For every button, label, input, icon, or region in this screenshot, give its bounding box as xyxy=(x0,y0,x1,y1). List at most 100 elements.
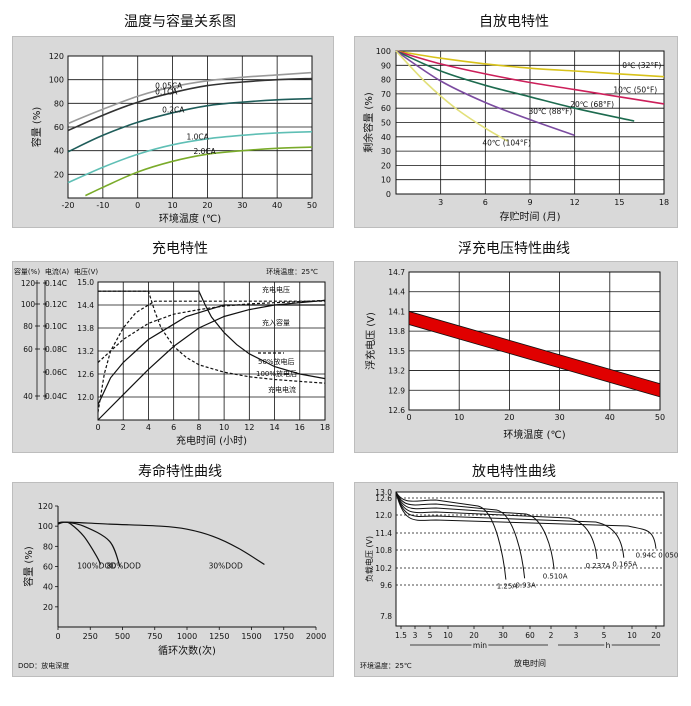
y-tick-label: 60 xyxy=(43,563,53,572)
discharge-chart: 7.8 9.6 10.2 10.8 11.4 12.0 12.613.0 1.5 3 5 10 20 3… xyxy=(360,488,678,670)
x-tick-label: 0 xyxy=(95,423,100,432)
x-tick-label: 3 xyxy=(438,198,443,207)
series-line xyxy=(97,299,326,363)
x-tick-label: 40 xyxy=(605,413,615,422)
plot-area xyxy=(395,491,665,627)
capacity-curve-label: 充入容量 xyxy=(262,318,290,327)
series-line xyxy=(67,77,313,132)
y-tick-label: 20 xyxy=(43,603,53,612)
h-group-label: h xyxy=(606,641,611,650)
life-title: 寿命特性曲线 xyxy=(138,464,222,480)
voltage-tick-label: 14.4 xyxy=(77,301,94,310)
current-tick-label: 0.12C xyxy=(45,300,67,309)
y-tick-label: 11.4 xyxy=(375,529,392,538)
series-label: 0.510A xyxy=(543,572,568,580)
x-tick-label: 5 xyxy=(428,631,433,640)
y-tick-label: 80 xyxy=(43,542,53,551)
y-tick-label: 9.6 xyxy=(380,581,392,590)
x-tick-label: 750 xyxy=(147,632,162,641)
x-tick-label: 1750 xyxy=(274,632,294,641)
series-line xyxy=(395,50,575,137)
voltage-axis-header: 电压(V) xyxy=(74,267,99,276)
self-discharge-title: 自放电特性 xyxy=(479,14,549,30)
x-axis-label: 充电时间 (小时) xyxy=(176,434,247,447)
y-tick-label: 100 xyxy=(49,76,64,85)
x-tick-label: 30 xyxy=(498,631,508,640)
grid xyxy=(67,55,313,198)
series-label: 0.1CA xyxy=(155,87,178,96)
y-tick-label: 13.0 xyxy=(375,488,392,497)
current-tick-label: 0.08C xyxy=(45,345,67,354)
self-discharge-chart: 3 6 9 12 15 18 0 10 20 30 40 50 60 70 80 90 100 存贮时间 (月) 剩… xyxy=(362,47,669,223)
capacity-tick-label: 100 xyxy=(21,300,36,309)
series-line xyxy=(97,300,325,413)
x-tick-label: -20 xyxy=(61,201,74,210)
y-tick-label: 70 xyxy=(381,90,391,99)
x-tick-label: 6 xyxy=(171,423,176,432)
capacity-tick-label: 40 xyxy=(23,392,33,401)
grid xyxy=(97,281,326,420)
y-tick-label: 50 xyxy=(381,119,391,128)
current-tick-label: 0.04C xyxy=(45,392,67,401)
y-tick-label: 13.8 xyxy=(388,327,405,336)
x-axis-label: 循环次数(次) xyxy=(158,644,216,657)
ambient-note: 环境温度：25℃ xyxy=(360,661,412,670)
series-label: 0.237A xyxy=(586,562,611,570)
y-tick-label: 100 xyxy=(376,47,391,56)
y-tick-label: 10.2 xyxy=(375,564,392,573)
y-tick-label: 60 xyxy=(381,104,391,113)
y-tick-label: 7.8 xyxy=(380,612,392,621)
current-curve-label: 充电电流 xyxy=(268,385,296,394)
y-tick-label: 40 xyxy=(54,147,64,156)
series-label: 1.0CA xyxy=(187,132,210,141)
x-tick-label: 12 xyxy=(244,423,254,432)
float-chart: 0 10 20 30 40 50 12.6 12.9 13.2 13.5 13.8 14.1 14.4 1… xyxy=(364,268,665,441)
series-line xyxy=(395,491,625,558)
x-tick-label: 10 xyxy=(443,631,453,640)
x-axis-label: 放电时间 xyxy=(514,658,546,668)
x-tick-label: -10 xyxy=(96,201,109,210)
x-tick-label: 30 xyxy=(237,201,247,210)
x-tick-label: 50 xyxy=(307,201,317,210)
series-label: 0.93A xyxy=(515,581,536,589)
dod-note: DOD：放电深度 xyxy=(18,661,69,670)
x-tick-label: 8 xyxy=(196,423,201,432)
grid xyxy=(396,50,665,195)
x-tick-label: 250 xyxy=(83,632,98,641)
series-label: 0.05CA xyxy=(155,82,183,91)
y-tick-label: 12.9 xyxy=(388,386,405,395)
x-tick-label: 50 xyxy=(655,413,665,422)
current-tick-label: 0.14C xyxy=(45,279,67,288)
x-tick-label: 20 xyxy=(651,631,661,640)
y-tick-label: 100 xyxy=(38,522,53,531)
x-tick-label: 3 xyxy=(574,631,579,640)
y-tick-label: 10.8 xyxy=(375,546,392,555)
temp-capacity-title: 温度与容量关系图 xyxy=(124,14,236,30)
y-tick-label: 14.1 xyxy=(388,307,405,316)
x-axis-label: 环境温度 (℃) xyxy=(159,212,221,225)
charging-title: 充电特性 xyxy=(152,241,208,257)
x-tick-label: 500 xyxy=(115,632,130,641)
voltage-tick-label: 12.0 xyxy=(77,393,94,402)
voltage-tick-label: 15.0 xyxy=(77,278,94,287)
series-label: 30℃ (88°F) xyxy=(529,107,573,116)
series-line xyxy=(67,130,313,184)
series-line xyxy=(395,50,635,122)
x-tick-label: 1500 xyxy=(241,632,261,641)
x-tick-label: 5 xyxy=(602,631,607,640)
series-line xyxy=(395,491,507,580)
series-label: 10℃ (50°F) xyxy=(613,85,657,94)
y-axis-label: 负载电压 (V) xyxy=(364,536,374,582)
capacity-axis-header: 容量(%) xyxy=(14,267,40,276)
series-label: 100%DOD xyxy=(77,562,116,571)
x-tick-label: 2 xyxy=(549,631,554,640)
series-line xyxy=(395,491,598,560)
series-line xyxy=(98,290,326,380)
x-tick-label: 4 xyxy=(146,423,151,432)
x-axis-label: 存贮时间 (月) xyxy=(500,210,561,223)
series-line xyxy=(97,304,325,405)
y-tick-label: 60 xyxy=(54,123,64,132)
y-tick-label: 12.6 xyxy=(375,494,392,503)
x-tick-label: 10 xyxy=(454,413,464,422)
series-label: 40℃ (104°F) xyxy=(482,138,531,147)
